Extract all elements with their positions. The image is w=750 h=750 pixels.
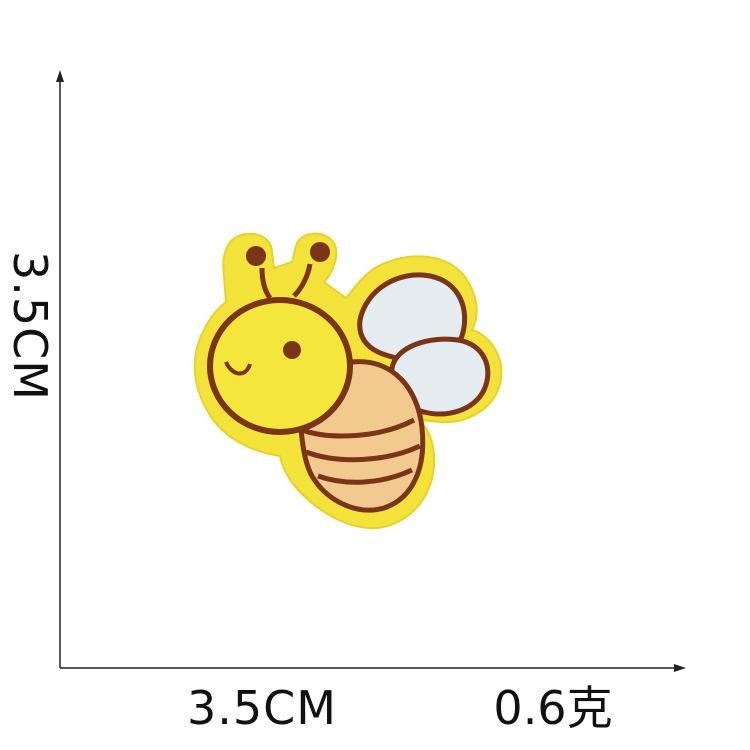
weight-label: 0.6克 <box>493 681 613 735</box>
width-dimension-label: 3.5CM <box>187 681 337 735</box>
height-dimension-label: 3.5CM <box>3 251 57 401</box>
bee-antennae <box>246 242 330 300</box>
bee-eye-icon <box>283 341 301 359</box>
vertical-axis-arrow-icon <box>56 70 64 82</box>
bee-wings <box>357 272 491 417</box>
horizontal-axis-arrow-icon <box>674 664 686 672</box>
bee-smile-icon <box>224 361 252 376</box>
bee-head <box>207 297 353 435</box>
